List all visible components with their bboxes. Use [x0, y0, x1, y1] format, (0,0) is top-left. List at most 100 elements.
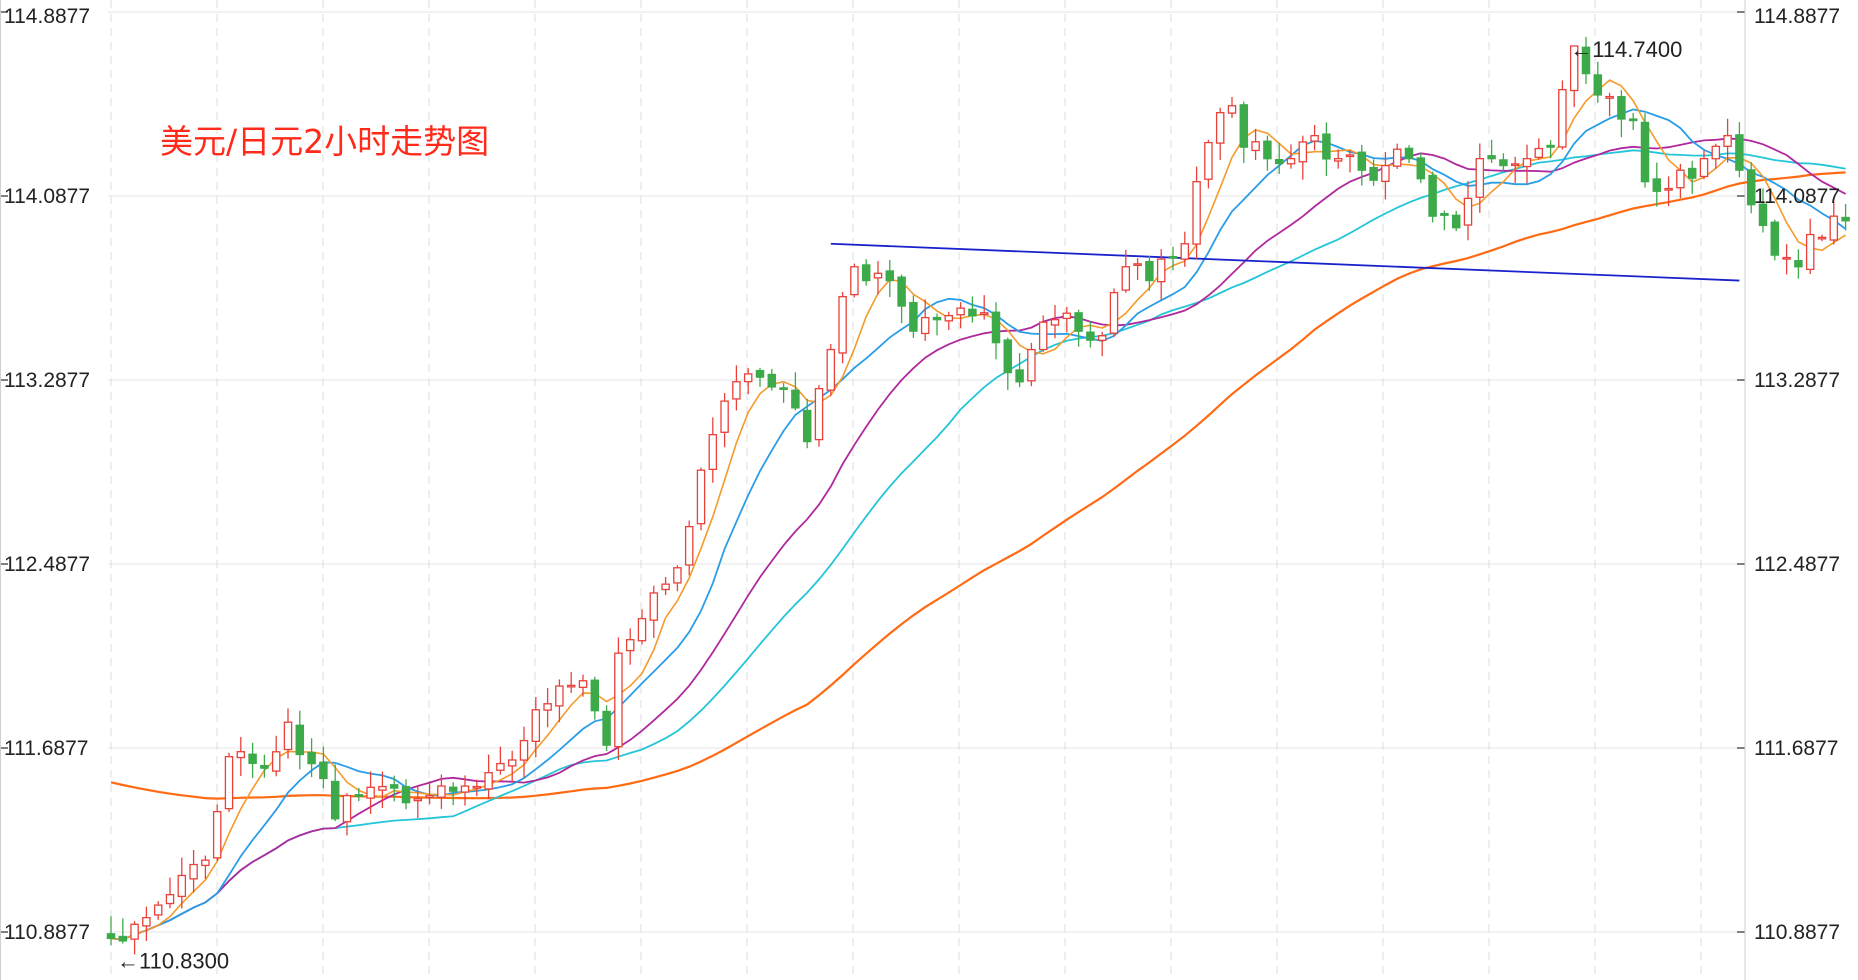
candle-body [1652, 178, 1662, 192]
candle-17 [307, 738, 316, 778]
candle-body [1534, 147, 1544, 158]
candle-body [283, 721, 293, 751]
candle-body [1676, 169, 1685, 189]
candle-142 [1782, 244, 1791, 275]
y-tick-label-left-4: 111.6877 [4, 737, 88, 760]
candle-75 [991, 302, 1001, 360]
candle-23 [378, 771, 387, 809]
candle-body [1156, 258, 1166, 283]
candle-73 [968, 296, 977, 323]
candle-15 [283, 708, 293, 759]
candle-body [201, 859, 210, 867]
candle-130 [1640, 113, 1650, 188]
candle-body [1038, 321, 1048, 351]
candle-body [437, 785, 446, 798]
candle-body [319, 761, 328, 780]
candle-body [496, 762, 505, 771]
candle-101 [1298, 135, 1308, 180]
candle-body [779, 387, 788, 391]
candle-body [850, 266, 859, 296]
candle-129 [1628, 112, 1638, 130]
candle-61 [826, 344, 836, 396]
candle-body [378, 785, 387, 791]
y-tick-label-right-5: 110.8877 [1754, 921, 1840, 944]
candle-body [637, 618, 647, 642]
candle-2 [130, 921, 139, 955]
candle-37 [543, 687, 552, 728]
candle-56 [767, 368, 777, 391]
candle-98 [1263, 135, 1272, 171]
candle-body [1735, 134, 1744, 171]
candle-body [177, 874, 187, 898]
candle-133 [1676, 163, 1685, 199]
low-annotation: ←110.8300 [117, 948, 229, 973]
candle-66 [885, 259, 895, 298]
candle-body [1581, 46, 1591, 75]
candle-138 [1735, 122, 1744, 178]
candle-115 [1463, 181, 1473, 241]
candle-20 [342, 793, 352, 836]
candle-body [248, 753, 257, 765]
candle-65 [873, 261, 883, 295]
candle-77 [1015, 353, 1024, 388]
candle-55 [755, 367, 765, 387]
moving-averages [110, 79, 1847, 941]
candle-body [1404, 147, 1414, 160]
y-tick-label-left-0: 114.8877 [4, 5, 90, 28]
candle-87 [1133, 258, 1142, 281]
candle-43 [614, 637, 623, 760]
candle-body [1782, 256, 1791, 260]
candle-body [189, 863, 198, 880]
candle-5 [165, 877, 175, 909]
candle-63 [850, 263, 859, 298]
candle-117 [1487, 139, 1496, 163]
candle-body [743, 373, 753, 383]
candle-8 [201, 855, 210, 880]
candle-body [1062, 312, 1072, 320]
candle-body [1416, 157, 1426, 180]
candle-body [153, 904, 163, 916]
candle-body [920, 316, 930, 335]
candle-body [212, 810, 222, 859]
candle-body [755, 369, 765, 378]
candle-33 [496, 746, 505, 775]
candle-body [1369, 166, 1378, 181]
candle-38 [555, 679, 564, 723]
candle-body [236, 751, 246, 759]
candle-80 [1050, 305, 1060, 339]
candle-body [1522, 158, 1532, 168]
candle-109 [1392, 143, 1402, 169]
y-tick-label-left-3: 112.4877 [4, 553, 90, 576]
candle-76 [1003, 337, 1013, 390]
candle-body [224, 756, 234, 810]
candle-7 [189, 850, 198, 893]
candle-body [460, 785, 470, 793]
candle-body [1050, 319, 1060, 326]
candle-body [885, 270, 895, 282]
candle-body [1074, 312, 1083, 332]
candle-body [1251, 141, 1260, 152]
ma60-line [110, 171, 1846, 800]
candle-body [1711, 145, 1721, 160]
candle-99 [1274, 142, 1284, 174]
candle-121 [1534, 138, 1544, 160]
candle-body [1310, 135, 1319, 142]
candle-body [1463, 197, 1473, 226]
candle-97 [1251, 128, 1260, 160]
candle-110 [1404, 145, 1414, 164]
candle-82 [1074, 309, 1083, 347]
candle-102 [1310, 124, 1319, 151]
candle-body [1746, 169, 1756, 206]
candle-72 [956, 302, 965, 329]
candle-145 [1817, 234, 1827, 242]
candle-139 [1746, 162, 1756, 214]
y-tick-label-right-4: 111.6877 [1754, 737, 1838, 760]
candles [106, 36, 1850, 955]
candle-78 [1027, 342, 1036, 387]
candle-137 [1723, 118, 1732, 163]
candle-body [991, 311, 1001, 344]
candle-18 [319, 746, 328, 789]
candle-body [1274, 158, 1284, 165]
candle-134 [1687, 160, 1697, 194]
candle-53 [732, 365, 741, 411]
